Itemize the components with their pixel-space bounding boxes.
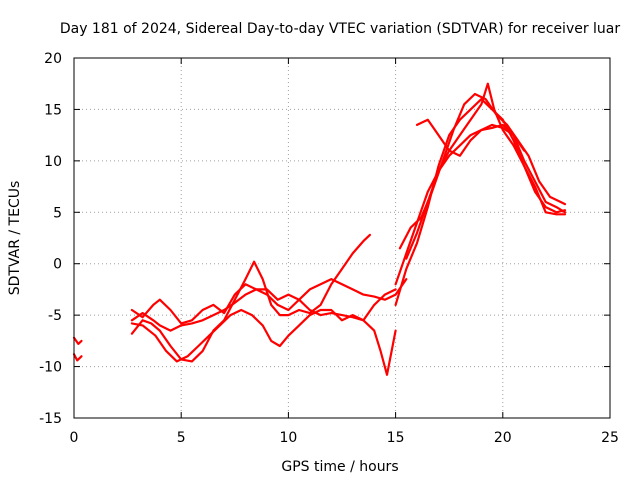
y-tick-label: -10	[39, 360, 62, 376]
y-axis-label: SDTVAR / TECUs	[7, 181, 23, 296]
series-line-early-segment	[72, 336, 83, 345]
series-line-track-7	[398, 92, 567, 250]
x-axis-label: GPS time / hours	[281, 459, 398, 475]
series-line-track-1	[130, 233, 371, 363]
x-tick-label: 15	[387, 430, 405, 446]
chart-title: Day 181 of 2024, Sidereal Day-to-day VTE…	[60, 21, 621, 37]
series-layer	[72, 82, 567, 376]
y-tick-label: 20	[44, 51, 62, 67]
grid	[74, 58, 610, 418]
series-line-early-segment-b	[72, 353, 83, 362]
series-line-track-6	[394, 123, 567, 286]
plot-frame	[73, 57, 611, 419]
x-tick-label: 0	[70, 430, 79, 446]
series-line-track-4	[130, 288, 397, 363]
series-line-track-8	[405, 82, 567, 260]
y-tick-label: -15	[39, 411, 62, 427]
x-tick-label: 5	[177, 430, 186, 446]
y-tick-label: -5	[48, 308, 62, 324]
y-tick-label: 10	[44, 154, 62, 170]
ticks: 0 5 10 15 20 25 -15 -10 -5 0 5 10 15 20	[39, 51, 619, 446]
series-line-track-3	[130, 278, 408, 332]
x-tick-label: 25	[601, 430, 619, 446]
series-line-track-9	[415, 118, 526, 157]
y-tick-label: 5	[53, 205, 62, 221]
y-tick-label: 15	[44, 102, 62, 118]
x-tick-label: 10	[279, 430, 297, 446]
x-tick-label: 20	[494, 430, 512, 446]
y-tick-label: 0	[53, 257, 62, 273]
